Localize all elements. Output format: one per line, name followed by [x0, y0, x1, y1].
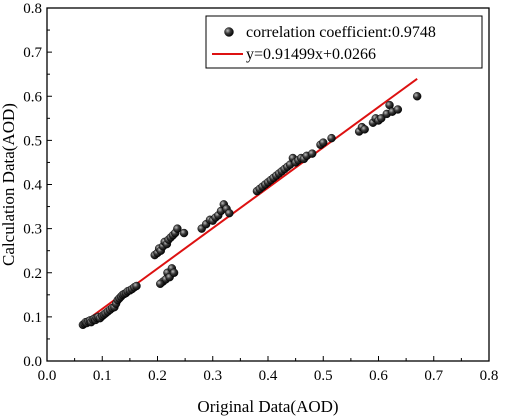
y-tick-label: 0.1	[23, 310, 42, 326]
data-point	[169, 268, 179, 277]
y-tick-label: 0.8	[23, 1, 42, 17]
data-point	[173, 224, 182, 233]
y-tick-label: 0.0	[23, 354, 42, 370]
y-tick-label: 0.5	[23, 133, 42, 149]
x-axis-title: Original Data(AOD)	[197, 397, 338, 416]
y-axis-ticks: 0.0 0.1 0.2 0.3 0.4 0.5 0.6 0.7 0.8	[23, 1, 52, 370]
x-tick-label: 0.7	[424, 368, 443, 384]
x-tick-label: 0.4	[259, 368, 278, 384]
legend-scatter-marker	[224, 27, 234, 37]
x-tick-label: 0.5	[314, 368, 333, 384]
legend-label-scatter: correlation coefficient:0.9748	[246, 24, 436, 41]
x-tick-label: 0.0	[38, 368, 57, 384]
data-point	[360, 125, 369, 134]
data-point	[156, 279, 165, 288]
points-layer	[78, 92, 422, 330]
legend-box	[205, 15, 483, 69]
data-point	[179, 228, 189, 238]
y-axis-title: Calculation Data(AOD)	[0, 103, 18, 266]
data-point	[132, 281, 141, 291]
x-tick-label: 0.6	[369, 368, 388, 384]
y-tick-label: 0.4	[23, 178, 42, 194]
fit-line-layer	[82, 77, 418, 324]
x-tick-label: 0.3	[203, 368, 222, 384]
x-tick-label: 0.8	[480, 368, 499, 384]
y-tick-label: 0.6	[23, 89, 42, 105]
x-axis-ticks: 0.0 0.1 0.2 0.3 0.4 0.5 0.6 0.7 0.8	[38, 356, 499, 384]
y-tick-label: 0.2	[23, 266, 42, 282]
y-tick-label: 0.3	[23, 222, 42, 238]
x-tick-label: 0.2	[148, 368, 167, 384]
data-point	[308, 149, 317, 158]
data-point	[393, 105, 403, 114]
y-tick-label: 0.7	[23, 45, 42, 61]
x-tick-label: 0.1	[93, 368, 112, 384]
data-point	[319, 138, 328, 147]
fit-line	[82, 77, 418, 324]
legend-label-fit: y=0.91499x+0.0266	[246, 46, 376, 63]
data-point	[377, 114, 386, 123]
data-point	[225, 208, 234, 218]
data-point	[412, 92, 422, 101]
data-point	[327, 133, 336, 143]
legend: correlation coefficient:0.9748 y=0.91499…	[205, 15, 483, 69]
